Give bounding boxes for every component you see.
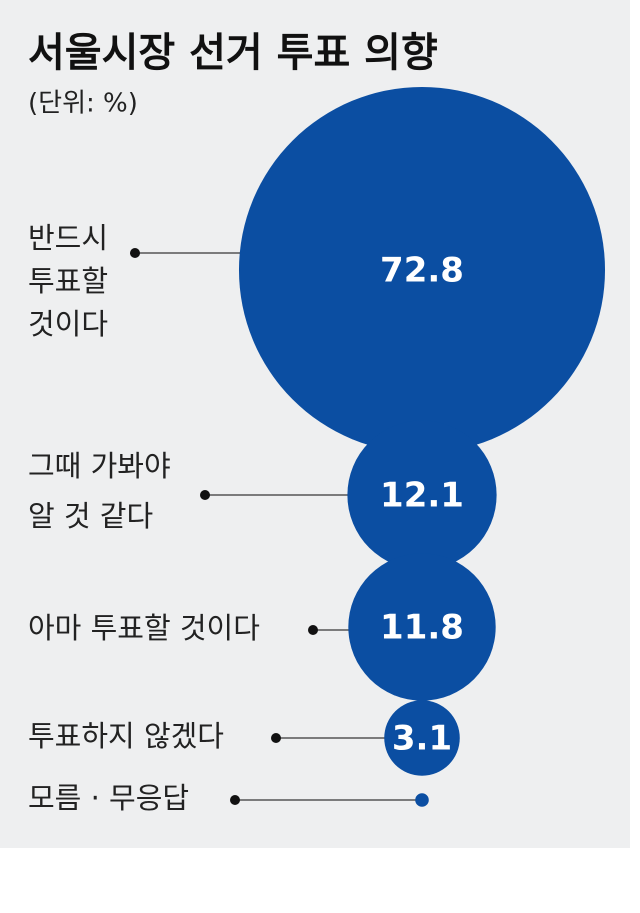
leader-dot <box>230 795 240 805</box>
value-label: 72.8 <box>380 251 464 291</box>
category-label: 그때 가봐야 <box>28 449 171 483</box>
category-label: 반드시 <box>28 221 108 255</box>
leader-dot <box>308 625 318 635</box>
bubble <box>347 420 497 570</box>
category-label: 투표할 <box>28 264 108 298</box>
bubble <box>384 700 460 776</box>
bubble <box>238 86 606 454</box>
value-label: 12.1 <box>380 476 464 516</box>
category-label: 모름 · 무응답 <box>28 781 189 815</box>
leader-dot <box>271 733 281 743</box>
leader-dot <box>130 248 140 258</box>
category-label: 알 것 같다 <box>28 499 153 533</box>
category-label: 투표하지 않겠다 <box>28 719 224 753</box>
category-label: 것이다 <box>28 307 108 341</box>
category-label: 아마 투표할 것이다 <box>28 611 260 645</box>
leader-dot <box>200 490 210 500</box>
value-label: 11.8 <box>380 608 464 648</box>
value-label: 3.1 <box>392 719 452 759</box>
bubble <box>348 553 496 701</box>
bubble <box>415 793 429 807</box>
chart-subtitle: (단위: %) <box>28 89 138 119</box>
chart-title: 서울시장 선거 투표 의향 <box>28 30 438 76</box>
